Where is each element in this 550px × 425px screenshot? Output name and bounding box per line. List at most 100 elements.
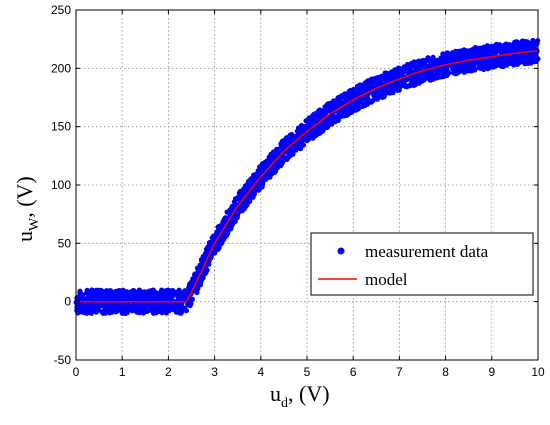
measurement-point (360, 87, 366, 93)
measurement-point (163, 310, 169, 316)
measurement-point (160, 295, 166, 301)
measurement-point (324, 117, 330, 123)
y-tick-label: 150 (51, 120, 71, 134)
measurement-point (281, 137, 287, 143)
measurement-point (189, 296, 195, 303)
measurement-point (139, 292, 145, 298)
measurement-point (187, 303, 193, 309)
measurement-point (156, 306, 162, 312)
measurement-point (186, 288, 192, 294)
measurement-point (323, 104, 329, 110)
measurement-point (527, 54, 533, 60)
measurement-point (530, 44, 536, 51)
measurement-point (389, 69, 395, 75)
measurement-point (524, 57, 530, 63)
measurement-point (169, 293, 175, 299)
measurement-point (100, 310, 106, 316)
measurement-point (438, 61, 444, 67)
measurement-point (274, 146, 280, 152)
measurement-point (382, 72, 388, 78)
measurement-point (149, 294, 155, 300)
measurement-point (295, 129, 301, 135)
measurement-point (437, 74, 443, 80)
measurement-point (77, 288, 83, 294)
measurement-point (247, 178, 253, 184)
measurement-point (142, 305, 148, 311)
measurement-point (224, 232, 230, 238)
measurement-point (206, 258, 212, 264)
measurement-point (346, 92, 352, 98)
measurement-point (389, 75, 395, 81)
measurement-point (345, 105, 351, 111)
y-tick-label: 200 (51, 61, 71, 75)
x-tick-label: 6 (350, 365, 357, 379)
x-tick-label: 7 (396, 365, 403, 379)
measurement-point (356, 85, 362, 91)
measurement-point (225, 209, 231, 215)
measurement-point (380, 88, 386, 94)
measurement-point (525, 43, 531, 49)
measurement-point (133, 309, 140, 315)
measurement-point (216, 227, 222, 233)
measurement-point (136, 287, 142, 293)
measurement-point (224, 227, 230, 233)
measurement-point (398, 83, 404, 89)
measurement-point (82, 302, 88, 308)
measurement-point (269, 167, 275, 173)
measurement-point (508, 57, 514, 63)
measurement-point (516, 44, 522, 50)
measurement-point (335, 115, 341, 121)
measurement-point (299, 143, 305, 149)
measurement-point (171, 304, 177, 310)
data-layer (73, 37, 541, 316)
x-axis-label-main: u (270, 381, 281, 406)
measurement-point (221, 236, 227, 243)
measurement-point (453, 71, 459, 77)
measurement-point (411, 59, 417, 65)
model-line (76, 50, 539, 303)
measurement-point (489, 64, 495, 70)
measurement-point (173, 309, 179, 315)
measurement-point (243, 201, 249, 208)
measurement-point (443, 58, 449, 64)
measurement-point (516, 59, 523, 65)
measurement-point (149, 302, 156, 308)
measurement-point (464, 61, 470, 67)
y-tick-label: 250 (51, 3, 71, 17)
measurement-point (490, 58, 496, 64)
x-axis-label-sub: d (281, 396, 288, 411)
measurement-point (201, 255, 207, 261)
measurement-point (261, 175, 267, 181)
legend-label-model: model (365, 270, 408, 289)
measurement-point (163, 304, 169, 310)
measurement-point (379, 94, 385, 100)
measurement-point (261, 160, 267, 166)
measurement-point (129, 291, 135, 297)
measurement-point (102, 302, 108, 308)
measurement-point (477, 65, 483, 71)
measurement-point (332, 118, 338, 124)
measurement-point (259, 184, 265, 190)
measurement-point (419, 63, 425, 69)
measurement-point (107, 288, 113, 294)
measurement-point (76, 304, 82, 310)
measurement-point (461, 67, 467, 73)
measurement-point (92, 304, 98, 310)
measurement-point (82, 309, 88, 315)
measurement-point (241, 186, 247, 192)
measurement-point (488, 43, 495, 50)
legend-box (310, 232, 534, 296)
measurement-point (360, 103, 366, 109)
measurement-point (255, 186, 261, 193)
measurement-point (477, 53, 483, 59)
measurement-point (365, 96, 371, 102)
legend-marker-measurement (337, 247, 345, 255)
measurement-point (89, 287, 95, 293)
measurement-point (272, 163, 278, 169)
measurement-point (430, 69, 436, 75)
measurement-point (113, 309, 119, 315)
measurement-point (340, 94, 346, 100)
measurement-point (377, 77, 383, 83)
measurement-point (187, 281, 193, 287)
